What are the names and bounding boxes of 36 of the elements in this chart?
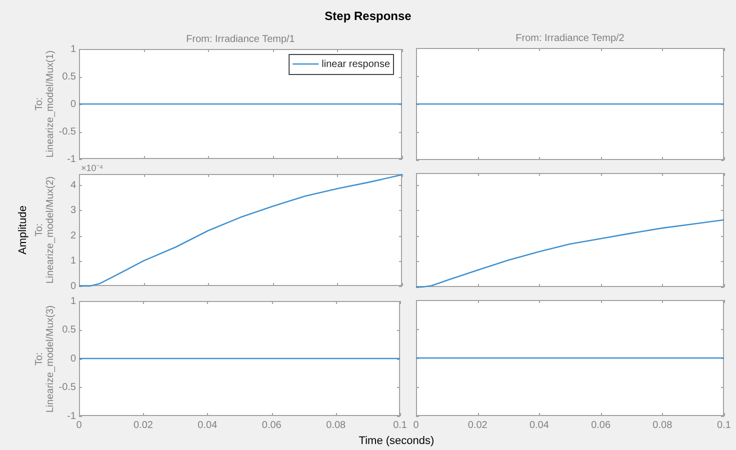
x-tick-label: 0.06 — [591, 420, 611, 431]
y-tick-label: 1 — [70, 256, 76, 267]
y-tick-label: -1 — [67, 154, 76, 165]
x-tick-label: 0.02 — [133, 420, 154, 431]
y-tick-label: -1 — [67, 410, 76, 422]
y-tick-label: -0.5 — [58, 126, 76, 138]
y-tick-label: 0.5 — [62, 71, 76, 82]
chart-subtitle: From: Irradiance Temp/2 — [514, 33, 626, 44]
x-tick-label: 0 — [413, 420, 420, 431]
chart-subtitle: From: Irradiance Temp/1 — [185, 34, 296, 45]
y-tick-label: 0 — [70, 280, 76, 292]
y-tick-label: -0.5 — [58, 382, 76, 393]
x-tick-label: 0.1 — [717, 420, 732, 431]
y-tick-label: 0 — [70, 98, 76, 110]
y-axis-title: To: Linearize_model/Mux(1) — [34, 49, 56, 160]
y-tick-label: 1 — [70, 296, 76, 307]
chart-title: Step Response — [324, 9, 412, 23]
text: ×10⁻⁴ — [81, 162, 104, 174]
y-tick-label: 0 — [70, 353, 76, 364]
x-tick-label: 0.02 — [468, 420, 488, 431]
x-tick-label: 0.04 — [198, 420, 218, 431]
y-tick-label: 0.5 — [62, 324, 76, 336]
x-tick-label: 0.06 — [262, 420, 282, 431]
x-tick-label: 0.08 — [652, 420, 673, 431]
x-tick-label: 0.08 — [326, 420, 346, 431]
y-tick-label: 4 — [70, 180, 76, 192]
x-tick-label: 0.04 — [529, 420, 550, 431]
y-tick-label: 1 — [70, 44, 76, 55]
x-tick-label: 0.1 — [393, 420, 408, 431]
y-axis-title: To: Linearize_model/Mux(3) — [34, 304, 56, 414]
y-tick-label: 2 — [70, 230, 76, 242]
text: Amplitude — [17, 204, 29, 256]
legend-label: linear response — [322, 58, 390, 70]
x-axis-title: Time (seconds) — [358, 435, 436, 447]
y-axis-title: To: Linearize_model/Mux(2) — [34, 175, 56, 286]
y-tick-label: 3 — [70, 205, 76, 216]
